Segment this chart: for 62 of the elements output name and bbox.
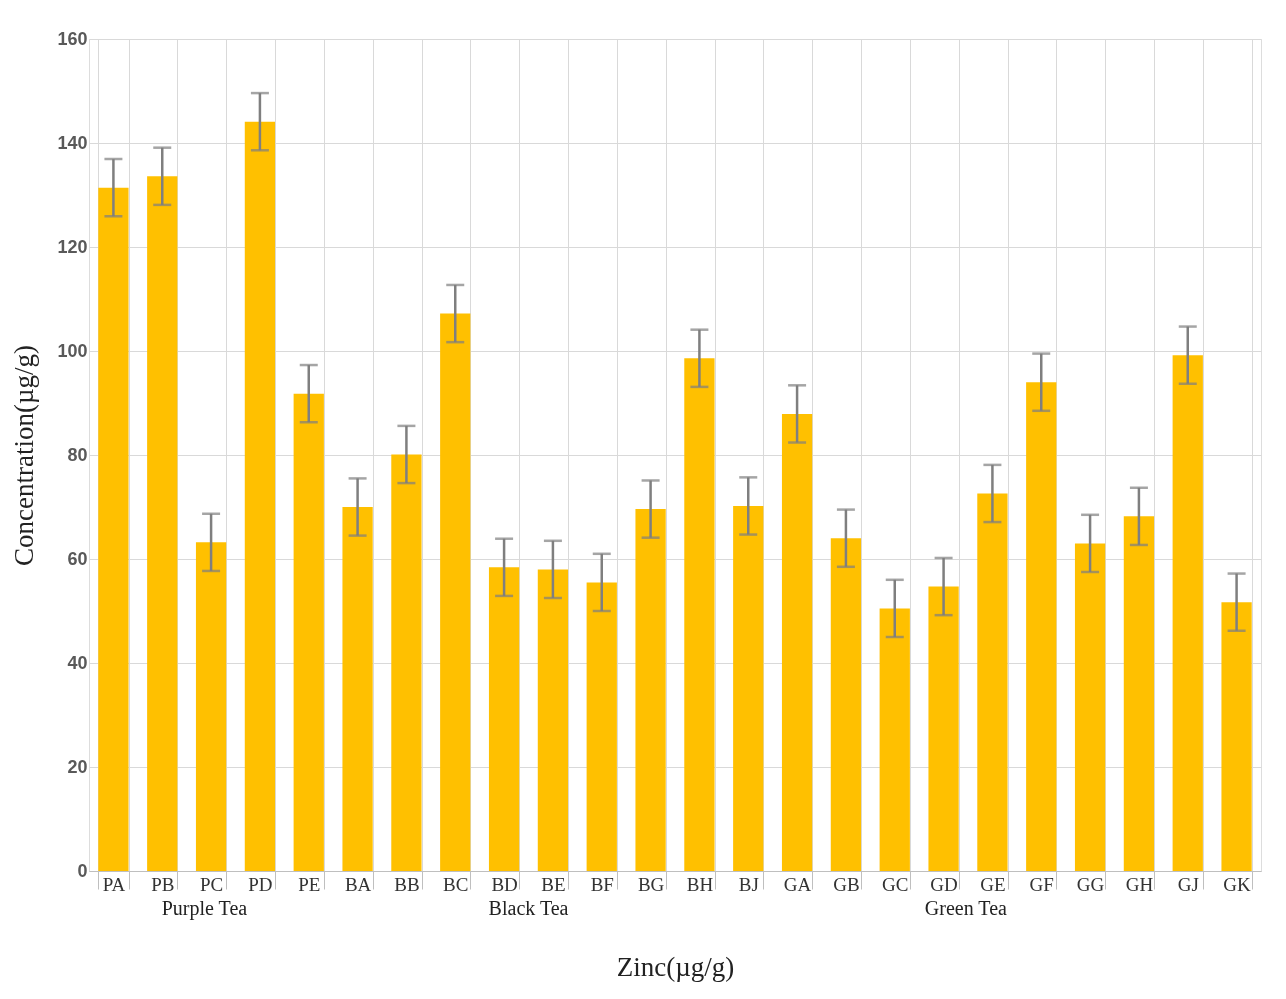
x-tick-label: GJ [1177, 873, 1199, 895]
bar [293, 393, 324, 871]
bar [1172, 355, 1203, 871]
y-tick-label: 100 [57, 340, 88, 361]
bar [928, 586, 959, 871]
y-tick-label: 20 [67, 756, 88, 777]
x-tick-label: GD [930, 873, 958, 895]
y-tick-label: 60 [67, 548, 88, 569]
bar [391, 454, 422, 871]
x-tick-label: GK [1223, 873, 1252, 895]
x-tick-label: GF [1029, 873, 1054, 895]
bar [440, 313, 471, 871]
bar [879, 608, 910, 871]
y-axis-title: Concentration(µg/g) [9, 345, 40, 566]
x-tick-label: GG [1076, 873, 1105, 895]
x-tick-label: PD [248, 873, 273, 895]
y-tick-label: 40 [67, 652, 88, 673]
x-tick-label: GE [980, 873, 1006, 895]
y-tick-label: 140 [57, 132, 88, 153]
x-tick-label: GC [882, 873, 909, 895]
bar [830, 538, 862, 871]
x-tick-label: BH [686, 873, 714, 895]
x-tick-label: PE [298, 873, 321, 895]
x-tick-label: BG [637, 873, 665, 895]
y-tick-label: 160 [57, 28, 88, 49]
x-tick-label: BD [491, 873, 518, 895]
x-tick-label: BF [590, 873, 614, 895]
bar [147, 176, 178, 871]
bar [244, 121, 276, 871]
x-tick-label: GB [833, 873, 860, 895]
x-tick-label: PB [151, 873, 175, 895]
bar [684, 358, 715, 871]
x-tick-label: BA [344, 873, 372, 895]
bar [1123, 516, 1155, 871]
x-axis-title: Zinc(µg/g) [616, 951, 735, 982]
bar [733, 505, 764, 871]
y-tick-label: 80 [67, 444, 88, 465]
x-tick-label: BC [443, 873, 469, 895]
bar [586, 582, 617, 871]
x-tick-label: GH [1125, 873, 1154, 895]
y-tick-label: 120 [57, 236, 88, 257]
y-tick-label: 0 [77, 860, 88, 881]
x-tick-label: PC [199, 873, 224, 895]
text: Green Tea [924, 897, 1008, 919]
x-tick-label: PA [102, 873, 126, 895]
bar [781, 413, 813, 871]
x-tick-label: BB [394, 873, 420, 895]
bar [98, 187, 129, 871]
bar [635, 509, 666, 871]
x-tick-label: GA [783, 873, 812, 895]
bar [1221, 602, 1252, 871]
x-tick-label: BJ [738, 873, 759, 895]
bar [1074, 543, 1106, 871]
text: Purple Tea [161, 897, 248, 920]
bar [977, 493, 1008, 871]
text: Black Tea [488, 897, 569, 919]
bar [342, 507, 373, 871]
bar [537, 569, 569, 871]
bar [488, 567, 520, 871]
x-tick-label: BE [541, 873, 566, 895]
bar [1026, 382, 1057, 871]
bar [195, 542, 227, 871]
